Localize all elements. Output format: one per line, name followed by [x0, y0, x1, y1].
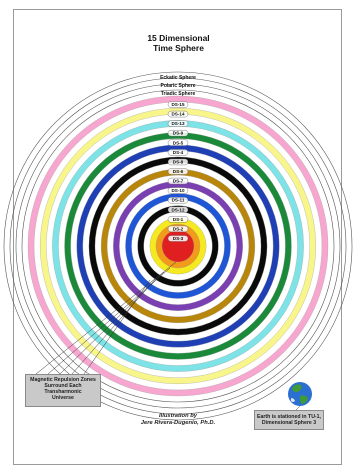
ds-label-pill	[167, 187, 189, 194]
ds-label: DS-15	[171, 102, 184, 107]
note-line: Surround Each	[44, 383, 82, 389]
note-line: Dimensional Sphere 3	[261, 420, 317, 426]
note-line: Transharmonic	[44, 389, 82, 395]
title-line-1: 15 Dimensional	[147, 33, 210, 43]
ds-label-pill	[167, 168, 189, 175]
ds-label-pill	[167, 149, 189, 156]
ds-label-pill	[167, 206, 189, 213]
outer-sphere-labels: Eckatic Sphere Polaric Sphere Triadic Sphe…	[160, 75, 196, 97]
ds-label: DS-1	[173, 217, 184, 222]
title-line-2: Time Sphere	[153, 43, 204, 53]
outer-sphere-ring	[15, 83, 341, 409]
outer-sphere-ring	[21, 89, 335, 403]
note-line: Earth is stationed in TU-1,	[257, 414, 321, 420]
ds-label-pill	[167, 139, 189, 146]
ds-label-pill	[167, 235, 189, 242]
credit-line-1: Illustration by	[158, 413, 197, 419]
ds-label: DS-12	[171, 207, 184, 212]
ds-label-pill	[167, 177, 189, 185]
earth-globe-icon	[288, 382, 312, 406]
ds-label-pill	[167, 197, 189, 204]
note-line: Universe	[52, 395, 74, 401]
dimensional-ring	[161, 229, 195, 263]
note-line: Magnetic Repulsion Zones	[30, 377, 96, 383]
dimensional-rings	[27, 95, 329, 397]
ds-labels: DS-15 DS-14 DS-13 DS-9 DS-5 DS-4 DS-8 DS-6 DS-7 D…	[167, 101, 189, 242]
ds-label-pill	[167, 158, 189, 166]
earth-note: Earth is stationed in TU-1, Dimensional …	[254, 410, 324, 430]
ds-label: DS-2	[173, 226, 184, 231]
repulsion-zone-pointer-lines	[35, 261, 177, 375]
ds-label-pill	[167, 101, 189, 108]
outer-sphere-ring	[3, 71, 353, 421]
ds-label: DS-7	[173, 179, 184, 184]
repulsion-zones-note: Magnetic Repulsion Zones Surround Each T…	[25, 374, 101, 407]
outer-sphere-ring	[9, 77, 347, 415]
ds-label-pill	[167, 120, 189, 127]
outer-sphere-label: Triadic Sphere	[161, 91, 196, 97]
pointer-line	[83, 279, 151, 375]
ds-label: DS-8	[173, 159, 184, 164]
outer-sphere-label: Eckatic Sphere	[160, 75, 196, 81]
pointer-line	[35, 261, 177, 375]
ds-label-pill	[167, 216, 189, 223]
ds-label-pill	[167, 110, 189, 118]
ds-label-pill	[167, 130, 189, 137]
outer-sphere-label: Polaric Sphere	[160, 83, 195, 89]
ds-label-pill	[167, 225, 189, 233]
ds-label: DS-14	[171, 112, 184, 117]
pointer-line	[71, 275, 159, 375]
ds-label: DS-5	[173, 140, 184, 145]
credit-line-2: Jere Rivera-Dugenio, Ph.D.	[140, 420, 216, 426]
outer-sphere-rings	[3, 71, 353, 421]
ds-label: DS-9	[173, 131, 184, 136]
ds-label: DS-6	[173, 169, 184, 174]
ds-label: DS-3	[173, 236, 184, 241]
ds-label: DS-11	[172, 198, 185, 203]
ds-label: DS-13	[171, 121, 184, 126]
ds-label: DS-10	[171, 188, 184, 193]
ds-label: DS-4	[173, 150, 184, 155]
